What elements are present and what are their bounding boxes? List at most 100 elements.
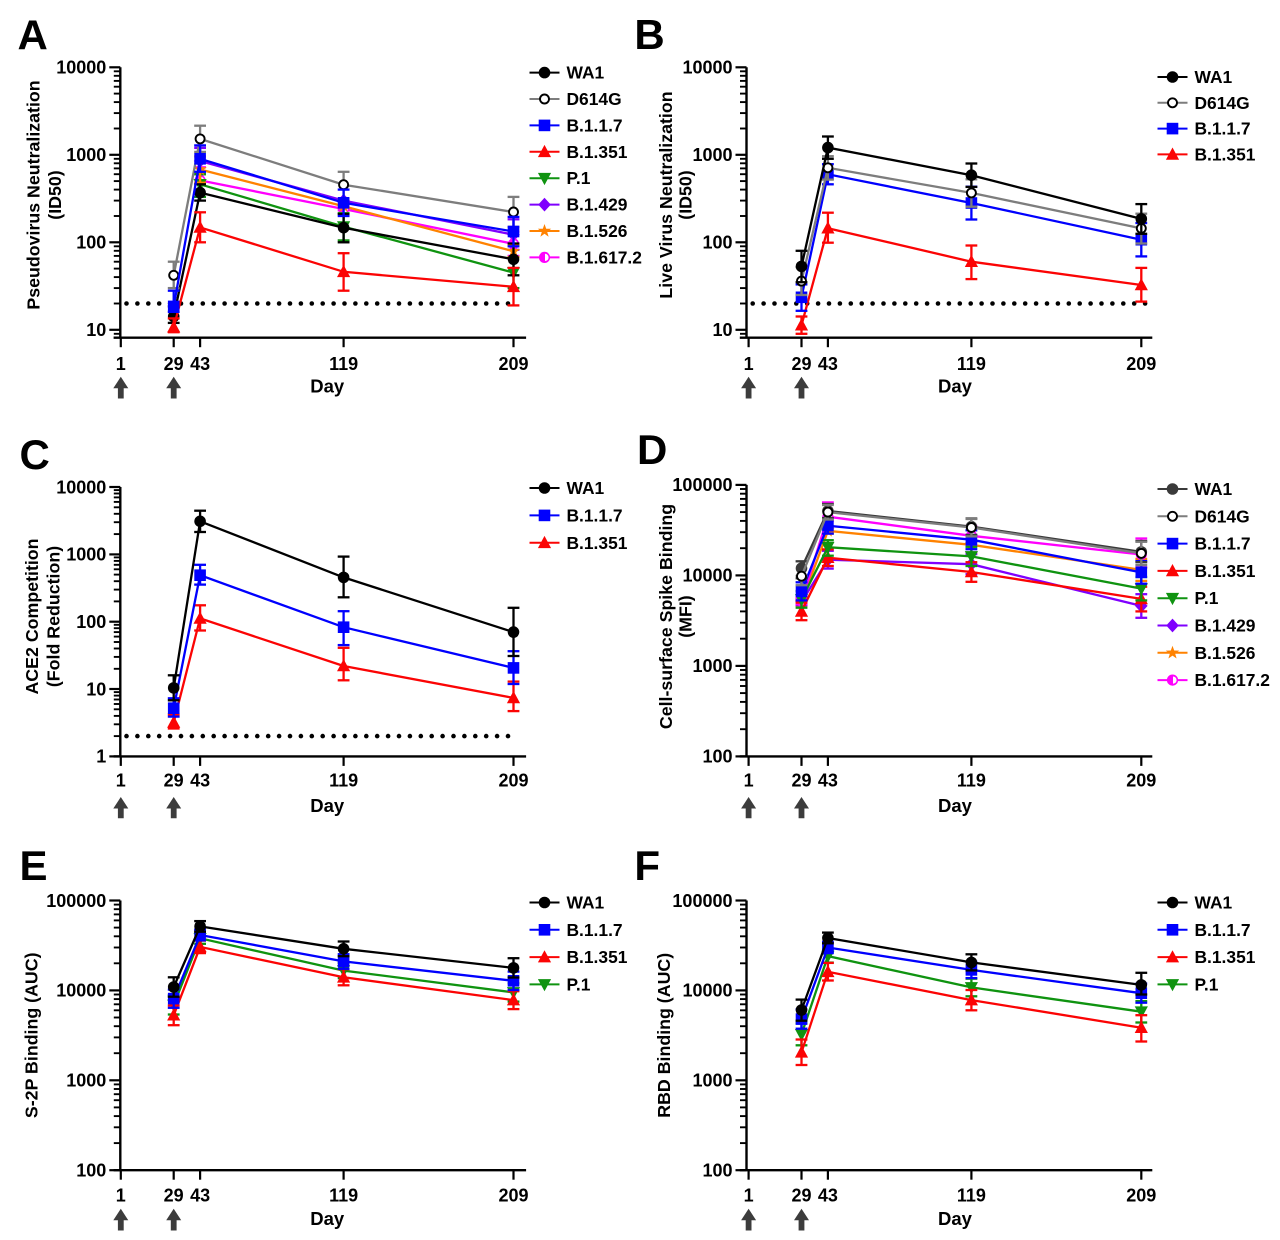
svg-text:29: 29: [791, 354, 811, 374]
svg-text:1: 1: [116, 1185, 126, 1205]
svg-text:B: B: [634, 11, 664, 58]
svg-text:B.1.1.7: B.1.1.7: [567, 920, 623, 940]
svg-text:29: 29: [791, 771, 811, 791]
svg-text:100000: 100000: [672, 475, 732, 495]
svg-text:B.1.1.7: B.1.1.7: [1195, 119, 1251, 139]
svg-text:WA1: WA1: [1195, 67, 1233, 87]
svg-text:P.1: P.1: [1195, 588, 1219, 608]
svg-text:1000: 1000: [66, 1071, 106, 1091]
svg-text:Day: Day: [310, 1208, 345, 1229]
svg-text:100000: 100000: [46, 891, 106, 911]
svg-text:P.1: P.1: [1195, 974, 1219, 994]
svg-text:29: 29: [164, 354, 184, 374]
svg-text:43: 43: [190, 354, 210, 374]
svg-text:10000: 10000: [682, 58, 732, 78]
svg-text:D614G: D614G: [567, 89, 622, 109]
svg-text:10000: 10000: [56, 58, 106, 78]
svg-text:10000: 10000: [56, 477, 106, 497]
svg-text:1: 1: [744, 354, 754, 374]
svg-text:ACE2 Competition: ACE2 Competition: [22, 538, 42, 694]
svg-text:1: 1: [744, 1185, 754, 1205]
svg-text:B.1.351: B.1.351: [567, 947, 628, 967]
svg-text:(MFI): (MFI): [676, 595, 696, 638]
svg-text:100: 100: [702, 233, 732, 253]
svg-text:29: 29: [164, 771, 184, 791]
svg-text:1000: 1000: [66, 545, 106, 565]
svg-text:43: 43: [818, 354, 838, 374]
svg-text:10: 10: [86, 320, 106, 340]
svg-text:Cell-surface Spike Binding: Cell-surface Spike Binding: [656, 504, 676, 729]
svg-text:D614G: D614G: [1195, 506, 1250, 526]
svg-text:29: 29: [164, 1185, 184, 1205]
svg-text:100: 100: [76, 612, 106, 632]
svg-text:100: 100: [76, 233, 106, 253]
svg-text:1000: 1000: [692, 1071, 732, 1091]
svg-text:D614G: D614G: [1195, 93, 1250, 113]
svg-text:209: 209: [1126, 354, 1156, 374]
svg-text:29: 29: [791, 1185, 811, 1205]
svg-text:119: 119: [329, 354, 358, 374]
svg-text:100: 100: [76, 1161, 106, 1181]
svg-text:10: 10: [712, 320, 732, 340]
svg-text:Day: Day: [938, 376, 973, 397]
svg-text:B.1.1.7: B.1.1.7: [567, 115, 623, 135]
svg-text:(ID50): (ID50): [45, 170, 65, 219]
svg-text:B.1.351: B.1.351: [1195, 561, 1256, 581]
svg-text:Day: Day: [310, 795, 345, 816]
svg-text:43: 43: [190, 771, 210, 791]
svg-text:B.1.526: B.1.526: [567, 221, 628, 241]
svg-text:WA1: WA1: [1195, 479, 1233, 499]
svg-text:119: 119: [957, 1185, 986, 1205]
svg-text:Day: Day: [938, 1208, 973, 1229]
svg-text:1: 1: [116, 354, 126, 374]
svg-text:(ID50): (ID50): [676, 170, 696, 219]
svg-text:B.1.429: B.1.429: [1195, 616, 1256, 636]
svg-text:Live Virus Neutralization: Live Virus Neutralization: [656, 91, 676, 298]
svg-text:209: 209: [498, 1185, 528, 1205]
svg-text:A: A: [18, 11, 48, 58]
svg-text:WA1: WA1: [567, 63, 605, 83]
svg-text:Pseudovirus Neutralization: Pseudovirus Neutralization: [24, 80, 44, 309]
svg-text:WA1: WA1: [1195, 893, 1233, 913]
svg-text:B.1.1.7: B.1.1.7: [567, 505, 623, 525]
svg-text:WA1: WA1: [567, 478, 605, 498]
svg-text:10000: 10000: [682, 566, 732, 586]
svg-text:43: 43: [818, 771, 838, 791]
svg-text:1: 1: [96, 747, 106, 767]
svg-text:P.1: P.1: [567, 974, 591, 994]
svg-text:209: 209: [498, 771, 528, 791]
svg-text:Day: Day: [310, 376, 345, 397]
svg-text:209: 209: [1126, 771, 1156, 791]
svg-text:209: 209: [498, 354, 528, 374]
svg-text:B.1.617.2: B.1.617.2: [1195, 670, 1270, 690]
svg-text:(Fold Reduction): (Fold Reduction): [44, 546, 64, 687]
svg-text:43: 43: [818, 1185, 838, 1205]
svg-text:B.1.1.7: B.1.1.7: [1195, 920, 1251, 940]
svg-text:B.1.351: B.1.351: [567, 533, 628, 553]
svg-text:D: D: [637, 426, 667, 473]
svg-text:119: 119: [957, 771, 986, 791]
svg-text:B.1.1.7: B.1.1.7: [1195, 534, 1251, 554]
svg-text:119: 119: [957, 354, 986, 374]
svg-text:43: 43: [190, 1185, 210, 1205]
svg-text:119: 119: [329, 1185, 358, 1205]
svg-text:B.1.351: B.1.351: [567, 142, 628, 162]
svg-text:B.1.351: B.1.351: [1195, 947, 1256, 967]
svg-text:Day: Day: [938, 795, 973, 816]
svg-text:B.1.429: B.1.429: [567, 195, 628, 215]
svg-text:E: E: [20, 842, 48, 889]
svg-text:1000: 1000: [692, 656, 732, 676]
svg-text:119: 119: [329, 771, 358, 791]
svg-text:S-2P Binding (AUC): S-2P Binding (AUC): [21, 952, 41, 1118]
svg-text:100: 100: [702, 747, 732, 767]
svg-text:WA1: WA1: [567, 893, 605, 913]
svg-text:10: 10: [86, 679, 106, 699]
svg-text:B.1.617.2: B.1.617.2: [567, 247, 642, 267]
svg-text:P.1: P.1: [567, 168, 591, 188]
svg-text:10000: 10000: [682, 981, 732, 1001]
svg-text:C: C: [20, 431, 50, 478]
svg-text:1: 1: [116, 771, 126, 791]
svg-text:100: 100: [702, 1161, 732, 1181]
svg-text:1: 1: [744, 771, 754, 791]
svg-text:209: 209: [1126, 1185, 1156, 1205]
